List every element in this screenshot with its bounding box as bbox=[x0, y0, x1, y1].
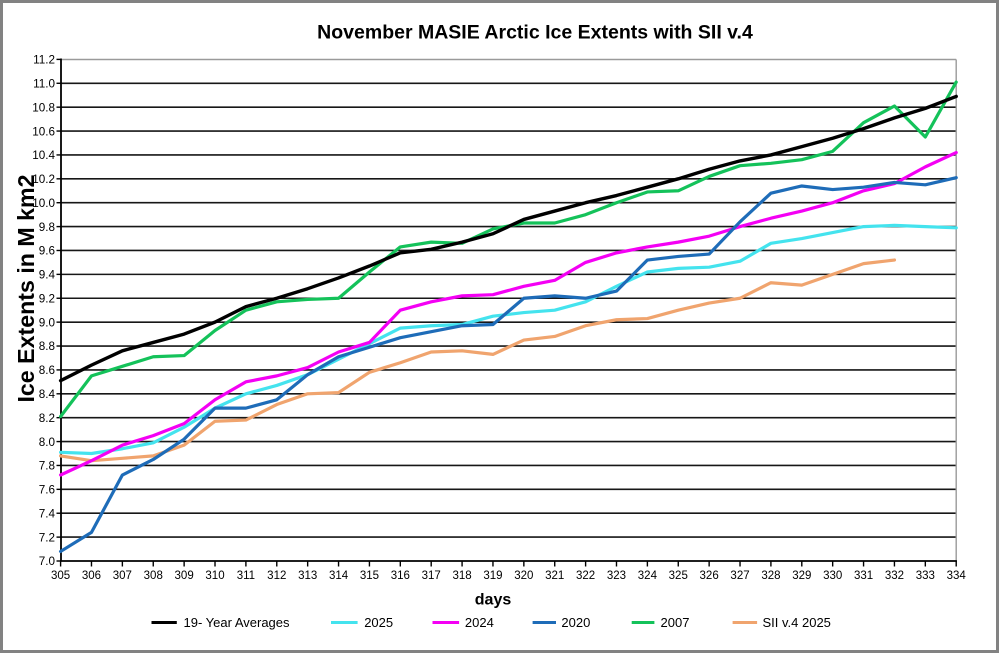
svg-text:318: 318 bbox=[452, 570, 471, 582]
svg-text:308: 308 bbox=[144, 570, 163, 582]
svg-text:7.0: 7.0 bbox=[39, 555, 56, 568]
svg-text:7.6: 7.6 bbox=[39, 484, 55, 497]
svg-text:321: 321 bbox=[545, 570, 564, 582]
svg-text:324: 324 bbox=[638, 570, 658, 582]
svg-text:9.2: 9.2 bbox=[39, 292, 55, 305]
svg-text:9.0: 9.0 bbox=[39, 316, 56, 329]
svg-text:8.6: 8.6 bbox=[39, 364, 55, 377]
svg-text:327: 327 bbox=[730, 570, 749, 582]
svg-text:331: 331 bbox=[854, 570, 873, 582]
svg-text:8.2: 8.2 bbox=[39, 412, 55, 425]
svg-text:306: 306 bbox=[82, 570, 101, 582]
svg-text:310: 310 bbox=[205, 570, 224, 582]
svg-text:11.2: 11.2 bbox=[33, 54, 55, 67]
svg-text:311: 311 bbox=[237, 570, 255, 582]
svg-text:334: 334 bbox=[947, 570, 967, 582]
svg-text:2024: 2024 bbox=[465, 615, 494, 630]
svg-text:309: 309 bbox=[175, 570, 194, 582]
svg-text:10.4: 10.4 bbox=[32, 149, 55, 162]
svg-text:323: 323 bbox=[607, 570, 626, 582]
svg-text:332: 332 bbox=[885, 570, 904, 582]
svg-text:7.4: 7.4 bbox=[39, 507, 56, 520]
svg-text:Ice Extents in M km2: Ice Extents in M km2 bbox=[13, 174, 39, 402]
svg-text:312: 312 bbox=[267, 570, 286, 582]
svg-text:320: 320 bbox=[514, 570, 533, 582]
svg-text:8.4: 8.4 bbox=[39, 388, 56, 401]
svg-text:8.0: 8.0 bbox=[39, 436, 56, 449]
svg-text:10.6: 10.6 bbox=[32, 125, 55, 138]
svg-text:330: 330 bbox=[823, 570, 842, 582]
svg-text:10.0: 10.0 bbox=[32, 197, 55, 210]
svg-text:328: 328 bbox=[761, 570, 780, 582]
svg-text:315: 315 bbox=[360, 570, 379, 582]
svg-text:19- Year Averages: 19- Year Averages bbox=[184, 615, 291, 630]
svg-text:10.8: 10.8 bbox=[32, 101, 55, 114]
svg-text:10.2: 10.2 bbox=[32, 173, 55, 186]
svg-text:305: 305 bbox=[51, 570, 70, 582]
svg-text:307: 307 bbox=[113, 570, 132, 582]
svg-text:2025: 2025 bbox=[364, 615, 393, 630]
svg-text:329: 329 bbox=[792, 570, 811, 582]
svg-text:2007: 2007 bbox=[661, 615, 690, 630]
svg-text:325: 325 bbox=[669, 570, 688, 582]
svg-text:7.2: 7.2 bbox=[39, 531, 55, 544]
svg-text:317: 317 bbox=[422, 570, 441, 582]
svg-text:314: 314 bbox=[329, 570, 349, 582]
svg-text:9.8: 9.8 bbox=[39, 221, 55, 234]
svg-text:11.0: 11.0 bbox=[33, 77, 55, 90]
svg-text:316: 316 bbox=[391, 570, 410, 582]
svg-text:319: 319 bbox=[483, 570, 502, 582]
svg-text:9.4: 9.4 bbox=[39, 269, 56, 282]
svg-text:SII v.4 2025: SII v.4 2025 bbox=[763, 615, 831, 630]
svg-text:7.8: 7.8 bbox=[39, 460, 55, 473]
svg-text:326: 326 bbox=[700, 570, 719, 582]
svg-text:2020: 2020 bbox=[561, 615, 590, 630]
svg-text:November MASIE Arctic Ice Exte: November MASIE Arctic Ice Extents with S… bbox=[317, 22, 753, 44]
svg-text:322: 322 bbox=[576, 570, 595, 582]
svg-text:333: 333 bbox=[916, 570, 935, 582]
svg-text:9.6: 9.6 bbox=[39, 245, 55, 258]
svg-text:8.8: 8.8 bbox=[39, 340, 55, 353]
svg-text:313: 313 bbox=[298, 570, 317, 582]
svg-text:days: days bbox=[475, 592, 512, 609]
